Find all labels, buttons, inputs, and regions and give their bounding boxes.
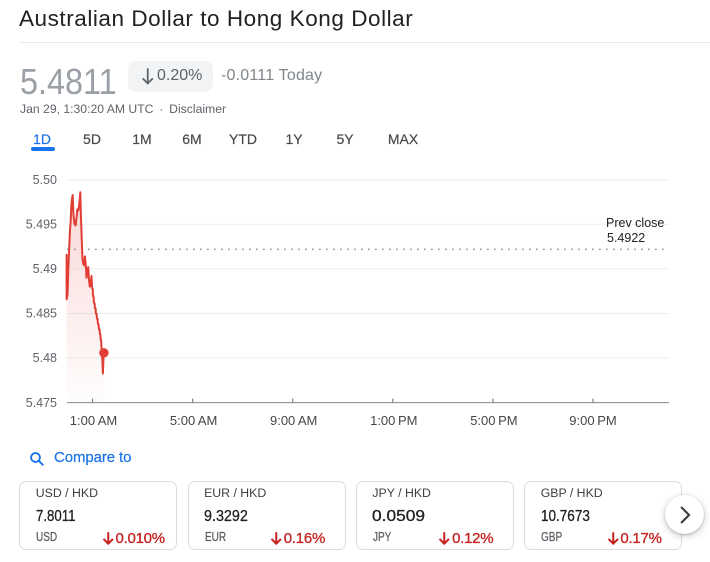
- svg-text:5.50: 5.50: [33, 173, 57, 187]
- svg-text:5.4922: 5.4922: [607, 231, 645, 245]
- svg-text:5.48: 5.48: [33, 351, 57, 365]
- svg-text:5.475: 5.475: [26, 396, 57, 410]
- svg-text:9:00 PM: 9:00 PM: [569, 413, 616, 428]
- svg-text:1:00 AM: 1:00 AM: [70, 413, 117, 428]
- svg-text:5:00 PM: 5:00 PM: [470, 413, 517, 428]
- svg-text:1:00 PM: 1:00 PM: [370, 413, 417, 428]
- svg-text:9:00 AM: 9:00 AM: [270, 413, 317, 428]
- svg-text:Prev close: Prev close: [606, 216, 664, 230]
- svg-text:5.495: 5.495: [26, 218, 57, 232]
- svg-text:5.485: 5.485: [26, 307, 57, 321]
- svg-text:5:00 AM: 5:00 AM: [170, 413, 217, 428]
- svg-text:5.49: 5.49: [33, 262, 57, 276]
